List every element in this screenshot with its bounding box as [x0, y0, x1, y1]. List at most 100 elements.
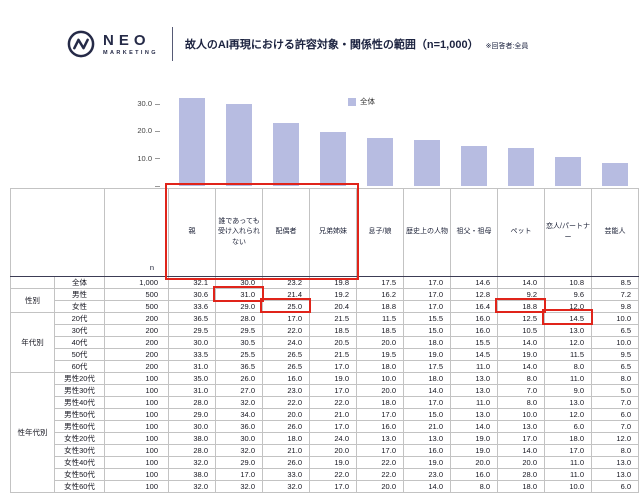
value-cell: 30.6 [168, 288, 216, 301]
value-cell: 14.0 [450, 420, 498, 433]
value-cell: 18.0 [497, 480, 545, 493]
value-cell: 29.0 [215, 300, 263, 313]
value-cell: 14.0 [403, 384, 451, 397]
table-row: 30代 200 29.5 29.5 22.0 18.5 18.5 15.0 16.0 10.5 13… [11, 324, 639, 337]
table-row: 男性40代 100 28.0 32.0 22.0 22.0 18.0 17.0 11.0 8.0 1… [11, 396, 639, 409]
value-cell: 30.0 [215, 276, 263, 289]
bar-slot [497, 147, 544, 186]
bar-slot [215, 104, 262, 186]
value-cell: 32.0 [215, 480, 263, 493]
value-cell: 9.0 [544, 384, 592, 397]
value-cell: 32.0 [262, 480, 310, 493]
value-cell: 26.5 [262, 348, 310, 361]
value-cell: 13.0 [356, 432, 404, 445]
bar-slot [403, 139, 450, 186]
value-cell: 18.8 [497, 300, 545, 313]
value-cell: 13.0 [497, 420, 545, 433]
value-cell: 31.0 [215, 288, 263, 301]
value-cell: 22.0 [262, 396, 310, 409]
value-cell: 34.0 [215, 408, 263, 421]
value-cell: 29.0 [215, 456, 263, 469]
value-cell: 16.0 [450, 324, 498, 337]
value-cell: 22.0 [356, 456, 404, 469]
value-cell: 20.0 [356, 336, 404, 349]
column-header: 芸能人 [591, 188, 639, 277]
column-header: ペット [497, 188, 545, 277]
column-header: 兄弟姉妹 [309, 188, 357, 277]
value-cell: 9.5 [591, 348, 639, 361]
value-cell: 20.0 [262, 408, 310, 421]
value-cell: 10.0 [356, 372, 404, 385]
n-value: 100 [104, 468, 169, 481]
value-cell: 26.5 [262, 360, 310, 373]
value-cell: 20.4 [309, 300, 357, 313]
value-cell: 29.5 [168, 324, 216, 337]
value-cell: 19.5 [356, 348, 404, 361]
value-cell: 8.0 [591, 444, 639, 457]
header-bar: NEO MARKETING 故人のAI再現における許容対象・関係性の範囲（n=1… [66, 20, 528, 68]
value-cell: 27.0 [215, 384, 263, 397]
row-label: 50代 [54, 348, 105, 361]
value-cell: 24.0 [262, 336, 310, 349]
value-cell: 17.0 [403, 276, 451, 289]
page-title: 故人のAI再現における許容対象・関係性の範囲（n=1,000） [184, 39, 479, 51]
table-row: 女性20代 100 38.0 30.0 18.0 24.0 13.0 13.0 19.0 17.0… [11, 432, 639, 445]
value-cell: 17.0 [309, 420, 357, 433]
table-row: 年代別 20代 200 36.5 28.0 17.0 21.5 11.5 15.5 16.0 12.… [10, 312, 639, 373]
bar-6 [460, 146, 487, 186]
bar-slot [309, 131, 356, 186]
value-cell: 8.0 [450, 480, 498, 493]
row-label: 男性 [54, 288, 105, 301]
value-cell: 7.0 [591, 396, 639, 409]
bar-2 [272, 122, 299, 186]
data-table: n 親誰であっても受け入れられない 配偶者 兄弟姉妹 息子/娘 歴史上の人物 祖父・祖母ペ… [10, 188, 639, 493]
value-cell: 38.0 [168, 468, 216, 481]
value-cell: 19.0 [403, 456, 451, 469]
legend-label: 全体 [360, 97, 375, 106]
table-row: 男性60代 100 30.0 36.0 26.0 17.0 16.0 21.0 14.0 13.0… [11, 420, 639, 433]
n-value: 100 [104, 444, 169, 457]
row-label: 30代 [54, 324, 105, 337]
value-cell: 17.0 [403, 300, 451, 313]
n-value: 200 [104, 348, 169, 361]
value-cell: 18.0 [356, 360, 404, 373]
value-cell: 10.0 [544, 480, 592, 493]
value-cell: 13.0 [403, 432, 451, 445]
column-header: 恋人/パートナー [544, 188, 592, 277]
value-cell: 17.0 [403, 396, 451, 409]
value-cell: 7.2 [591, 288, 639, 301]
table-row: 全体 1,000 32.1 30.0 23.2 19.8 17.5 17.0 14.6 14.0 1… [10, 276, 639, 289]
table-row: 女性60代 100 32.0 32.0 32.0 17.0 20.0 14.0 8.0 18.0 1… [11, 480, 639, 493]
value-cell: 11.5 [544, 348, 592, 361]
value-cell: 6.5 [591, 324, 639, 337]
n-value: 100 [104, 420, 169, 433]
table-row: 女性50代 100 38.0 17.0 33.0 22.0 22.0 23.0 16.0 28.0… [11, 468, 639, 481]
value-cell: 17.0 [262, 312, 310, 325]
chart-legend: 全体 [348, 96, 375, 107]
column-header: 歴史上の人物 [403, 188, 451, 277]
row-label: 女性50代 [54, 468, 105, 481]
value-cell: 21.5 [309, 348, 357, 361]
value-cell: 33.6 [168, 300, 216, 313]
value-cell: 18.0 [356, 396, 404, 409]
value-cell: 17.5 [356, 276, 404, 289]
value-cell: 15.5 [403, 312, 451, 325]
value-cell: 11.0 [450, 396, 498, 409]
value-cell: 13.0 [544, 324, 592, 337]
value-cell: 32.0 [168, 456, 216, 469]
n-value: 200 [104, 324, 169, 337]
value-cell: 14.0 [403, 480, 451, 493]
row-label: 20代 [54, 312, 105, 325]
bar-slot [262, 122, 309, 186]
value-cell: 14.5 [544, 312, 592, 325]
value-cell: 19.0 [450, 432, 498, 445]
value-cell: 19.0 [450, 444, 498, 457]
group-label: 性年代別 [10, 372, 55, 493]
bar-8 [554, 156, 581, 186]
n-column-header: n [104, 188, 169, 277]
bar-0 [178, 98, 205, 186]
table-row: 女性 500 33.6 29.0 25.0 20.4 18.8 17.0 16.4 18.8 12.… [11, 300, 639, 313]
value-cell: 6.0 [591, 480, 639, 493]
value-cell: 8.0 [591, 372, 639, 385]
value-cell: 7.0 [497, 384, 545, 397]
